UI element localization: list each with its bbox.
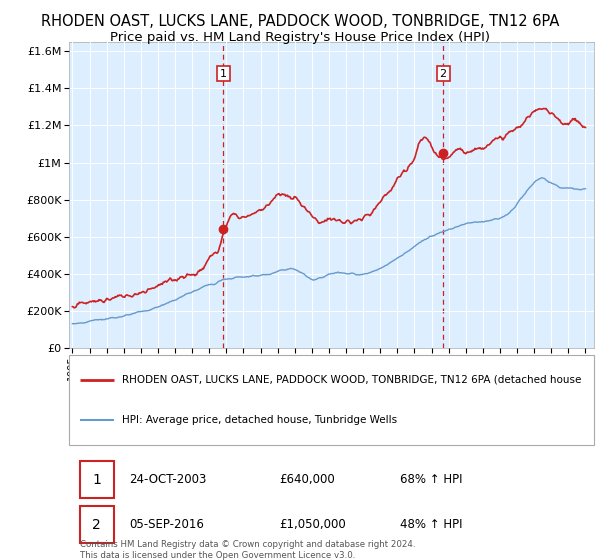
Text: £1,050,000: £1,050,000 bbox=[279, 518, 346, 531]
Text: 1: 1 bbox=[220, 68, 227, 78]
Text: RHODEN OAST, LUCKS LANE, PADDOCK WOOD, TONBRIDGE, TN12 6PA (detached house: RHODEN OAST, LUCKS LANE, PADDOCK WOOD, T… bbox=[121, 375, 581, 385]
Text: Contains HM Land Registry data © Crown copyright and database right 2024.
This d: Contains HM Land Registry data © Crown c… bbox=[79, 540, 415, 560]
Text: 05-SEP-2016: 05-SEP-2016 bbox=[130, 518, 204, 531]
Text: RHODEN OAST, LUCKS LANE, PADDOCK WOOD, TONBRIDGE, TN12 6PA: RHODEN OAST, LUCKS LANE, PADDOCK WOOD, T… bbox=[41, 14, 559, 29]
Text: 2: 2 bbox=[440, 68, 447, 78]
Text: 68% ↑ HPI: 68% ↑ HPI bbox=[400, 473, 462, 486]
Text: 48% ↑ HPI: 48% ↑ HPI bbox=[400, 518, 462, 531]
FancyBboxPatch shape bbox=[79, 506, 113, 543]
Text: 1: 1 bbox=[92, 473, 101, 487]
Text: £640,000: £640,000 bbox=[279, 473, 335, 486]
Text: 24-OCT-2003: 24-OCT-2003 bbox=[130, 473, 207, 486]
Text: HPI: Average price, detached house, Tunbridge Wells: HPI: Average price, detached house, Tunb… bbox=[121, 416, 397, 426]
FancyBboxPatch shape bbox=[69, 355, 594, 445]
FancyBboxPatch shape bbox=[79, 461, 113, 498]
Text: 2: 2 bbox=[92, 517, 101, 531]
Text: Price paid vs. HM Land Registry's House Price Index (HPI): Price paid vs. HM Land Registry's House … bbox=[110, 31, 490, 44]
